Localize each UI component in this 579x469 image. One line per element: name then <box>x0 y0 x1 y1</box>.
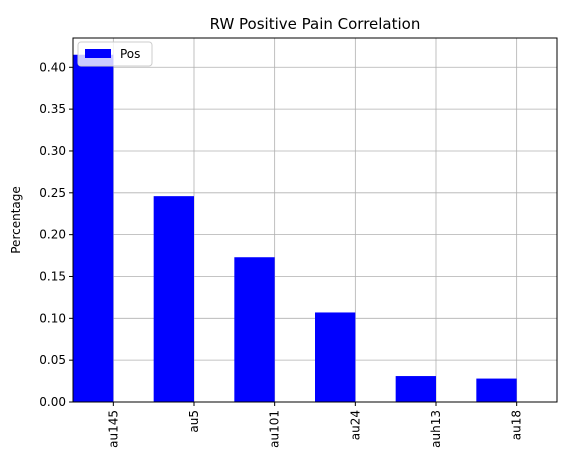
y-tick-label: 0.10 <box>39 311 66 325</box>
chart-title: RW Positive Pain Correlation <box>210 15 421 33</box>
x-tick-label: au18 <box>510 410 524 440</box>
x-tick-label: au5 <box>187 410 201 433</box>
y-axis: 0.00 0.05 0.10 0.15 0.20 0.25 0.30 0.35 0.40 <box>39 60 73 409</box>
bar-au24 <box>315 312 356 402</box>
x-axis: au145 au5 au101 au24 auh13 au18 <box>106 402 524 448</box>
y-tick-label: 0.20 <box>39 228 66 242</box>
bar-au145 <box>73 54 114 403</box>
legend-swatch-pos <box>85 49 111 58</box>
y-tick-label: 0.25 <box>39 186 66 200</box>
y-axis-label: Percentage <box>9 186 23 254</box>
y-tick-label: 0.15 <box>39 269 66 283</box>
y-tick-label: 0.30 <box>39 144 66 158</box>
bar-auh13 <box>395 376 436 402</box>
bar-au5 <box>153 196 194 402</box>
x-tick-label: au145 <box>106 410 120 448</box>
y-tick-label: 0.35 <box>39 102 66 116</box>
y-tick-label: 0.00 <box>39 395 66 409</box>
legend-box <box>77 41 153 67</box>
y-tick-label: 0.05 <box>39 353 66 367</box>
bars-layer <box>73 54 517 403</box>
bar-au18 <box>476 378 517 402</box>
plot-frame <box>72 37 558 403</box>
legend: Pos <box>77 41 153 67</box>
x-tick-label: au24 <box>348 410 362 440</box>
y-tick-label: 0.40 <box>39 60 66 74</box>
x-tick-label: au101 <box>268 410 282 448</box>
legend-label-pos: Pos <box>120 47 140 61</box>
bar-au101 <box>234 257 275 402</box>
x-tick-label: auh13 <box>429 410 443 448</box>
